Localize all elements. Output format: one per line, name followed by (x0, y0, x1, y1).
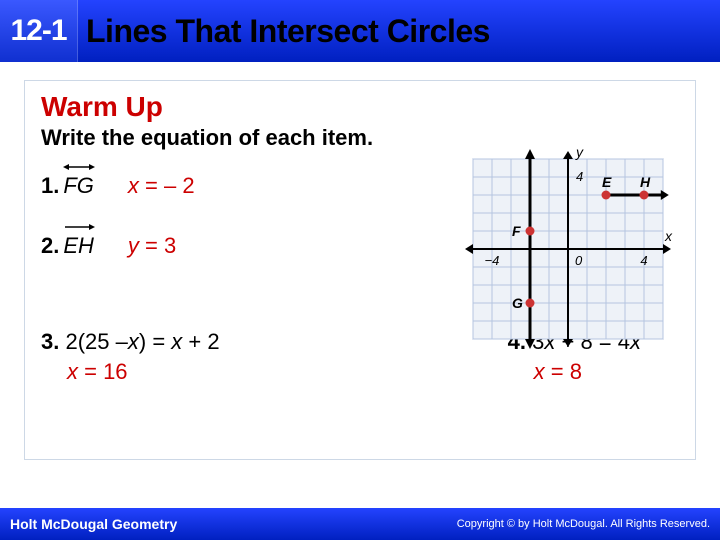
p2-num: 2. (41, 233, 59, 259)
content-frame: Warm Up Write the equation of each item.… (24, 80, 696, 460)
p2-label: EH (63, 233, 94, 259)
chapter-box: 12-1 (0, 0, 78, 62)
p2-answer: y = 3 (128, 233, 176, 259)
p4-answer: x = 8 (534, 359, 641, 385)
footer-bar: Holt McDougal Geometry Copyright © by Ho… (0, 508, 720, 540)
svg-text:y: y (575, 149, 584, 160)
svg-text:G: G (512, 295, 523, 311)
p1-label-text: FG (63, 173, 94, 198)
p3-answer: x = 16 (67, 359, 220, 385)
svg-text:−4: −4 (485, 253, 500, 268)
p2-label-text: EH (63, 233, 94, 258)
warmup-subtitle: Write the equation of each item. (41, 125, 679, 151)
footer-left: Holt McDougal Geometry (10, 516, 177, 532)
page-title: Lines That Intersect Circles (86, 13, 490, 50)
svg-text:0: 0 (575, 253, 583, 268)
line-arrow-icon (63, 161, 95, 173)
p3-expr: 2(25 –x) = x + 2 (65, 329, 219, 354)
ray-arrow-icon (63, 221, 95, 233)
svg-text:x: x (664, 228, 673, 244)
coordinate-graph: −4 4 4 0 x y F G E H (463, 149, 673, 354)
svg-text:F: F (512, 223, 521, 239)
p1-answer: x = – 2 (128, 173, 195, 199)
svg-text:E: E (602, 174, 612, 190)
svg-text:4: 4 (576, 169, 583, 184)
svg-text:H: H (640, 174, 651, 190)
p3-num: 3. (41, 329, 59, 354)
warmup-heading: Warm Up (41, 91, 679, 123)
footer-right: Copyright © by Holt McDougal. All Rights… (457, 518, 710, 530)
header-bar: 12-1 Lines That Intersect Circles (0, 0, 720, 62)
chapter-number: 12-1 (10, 14, 66, 48)
svg-text:4: 4 (640, 253, 647, 268)
problem-3: 3. 2(25 –x) = x + 2 x = 16 (41, 329, 220, 385)
p1-label: FG (63, 173, 94, 199)
content-area: Warm Up Write the equation of each item.… (0, 62, 720, 460)
p1-num: 1. (41, 173, 59, 199)
